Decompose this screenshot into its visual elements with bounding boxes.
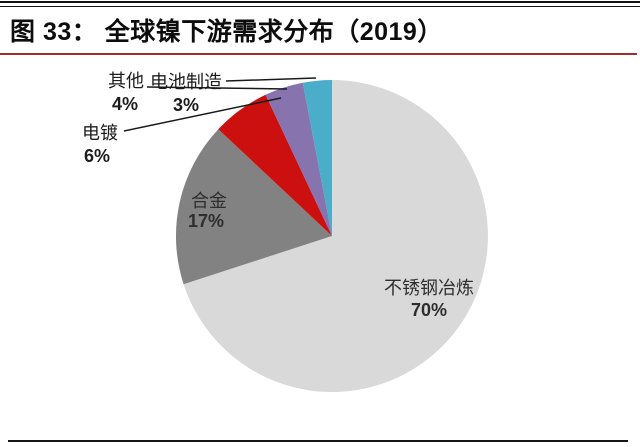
- slice-label-alloy: 合金: [191, 191, 227, 211]
- top-border-line-primary: [0, 1, 640, 3]
- slice-pct-battery-manufacturing: 3%: [172, 95, 199, 115]
- slice-pct-other: 4%: [111, 94, 138, 114]
- slice-pct-alloy: 17%: [187, 211, 225, 231]
- pie-slice-2: [218, 94, 332, 236]
- slice-label-electroplating: 电镀: [82, 123, 118, 143]
- slice-pct-electroplating: 6%: [83, 146, 110, 166]
- leader-line-other: [146, 86, 288, 90]
- leader-line-battery: [225, 77, 317, 82]
- slice-label-battery-manufacturing: 电池制造: [150, 72, 222, 92]
- pie-slice-3: [265, 82, 332, 236]
- leader-lines: [123, 77, 317, 132]
- pie-slice-0: [183, 80, 488, 392]
- slice-pct-stainless-steel: 70%: [410, 300, 448, 320]
- pie-slices: [175, 80, 488, 392]
- bottom-border-line: [8, 440, 628, 442]
- top-border-line-secondary: [0, 6, 640, 7]
- pie-slice-4: [302, 80, 332, 236]
- slice-label-stainless-steel: 不锈钢冶炼: [384, 278, 474, 298]
- title-underline-rule: [0, 53, 637, 55]
- slice-label-other: 其他: [108, 71, 144, 91]
- pie-slice-1: [175, 129, 332, 285]
- leader-line-electroplating: [123, 97, 282, 132]
- figure-title: 图 33： 全球镍下游需求分布（2019）: [10, 18, 443, 46]
